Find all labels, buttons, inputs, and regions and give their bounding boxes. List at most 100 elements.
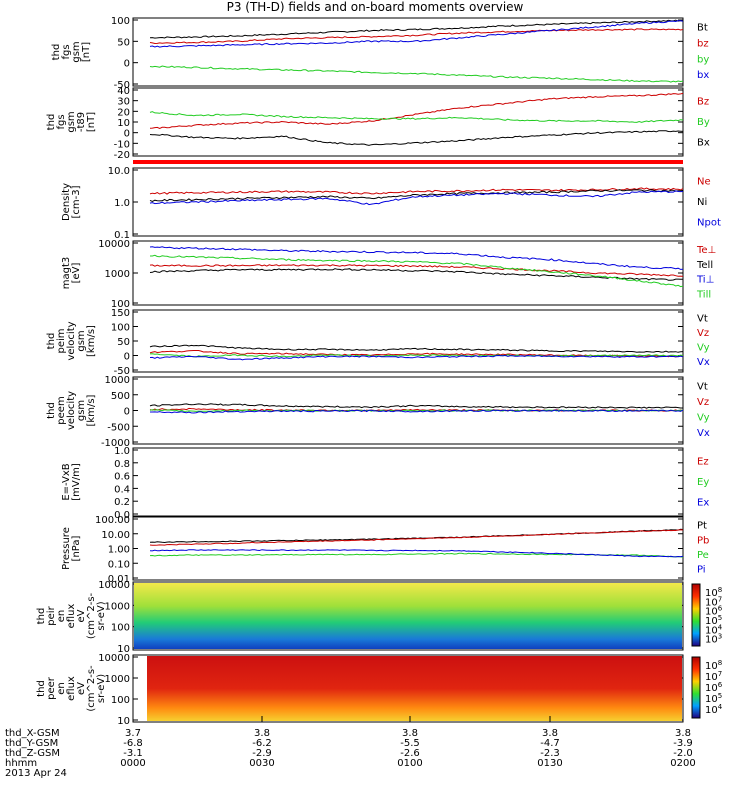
legend-bz: bz	[697, 38, 709, 49]
y-axis-label: E=-VxB	[61, 463, 72, 500]
y-tick-label: 1.0	[114, 446, 130, 457]
axis-row-value: 3.8	[254, 728, 270, 739]
y-axis-label: thd	[46, 333, 57, 350]
y-tick-label: 1.00	[108, 545, 130, 556]
y-tick-label: -10	[114, 139, 130, 150]
y-axis-label: [nT]	[86, 112, 97, 132]
y-axis-label: [cm-3]	[71, 185, 82, 218]
axis-row-label: thd_X-GSM	[5, 728, 60, 739]
y-tick-label: 1000	[105, 601, 130, 612]
y-tick-label: -50	[114, 366, 130, 377]
series-line-Pt	[149, 528, 684, 544]
y-axis-label: [nPa]	[71, 535, 82, 561]
y-tick-label: 0.6	[114, 472, 130, 483]
y-tick-label: 100	[111, 695, 130, 706]
panel-7: 1.0 0.8 0.60.4 0.2 0.0 E=-VxB [mV/m] Ez Ey Ex	[61, 446, 709, 521]
legend-Vx: Vx	[697, 357, 710, 368]
y-axis-label: thd	[46, 114, 57, 131]
legend-By: By	[697, 117, 710, 128]
y-axis-label: eflux	[66, 676, 77, 701]
y-tick-label: 0	[124, 352, 130, 363]
panel-frame	[132, 581, 684, 651]
figure-title: P3 (TH-D) fields and on-board moments ov…	[226, 0, 524, 14]
y-axis-label: velocity	[66, 391, 77, 430]
y-tick-label: 0.0	[114, 510, 130, 521]
colorbar-label: 104	[705, 703, 723, 716]
legend-Pt: Pt	[697, 521, 707, 532]
heatmap-fill	[134, 583, 682, 649]
y-tick-label: 150	[111, 308, 130, 319]
panel-frame	[132, 447, 684, 517]
y-tick-label: 1000	[105, 674, 130, 685]
y-axis-label: gsm	[76, 330, 87, 351]
axis-row-value: 3.8	[542, 728, 558, 739]
series-line-Tell	[149, 268, 684, 281]
series-line-Npot	[149, 190, 684, 206]
panel-8: 100.00 10.00 1.00 0.10 0.01 Pressure [nPa] Pt Pb…	[61, 515, 709, 585]
axis-row-value: -6.2	[252, 738, 272, 749]
y-axis-label: [mV/m]	[71, 463, 82, 501]
y-tick-label: 0.2	[114, 497, 130, 508]
y-tick-label: -1000	[101, 438, 130, 449]
axis-row-value: -2.9	[252, 748, 272, 759]
y-tick-label: 10	[117, 644, 130, 655]
panel-frame	[132, 654, 684, 723]
legend-Pb: Pb	[697, 535, 709, 546]
y-tick-label: 10000	[98, 239, 130, 250]
legend-Pi: Pi	[697, 565, 706, 576]
y-tick-label: -20	[114, 150, 130, 161]
legend-Ez: Ez	[697, 456, 709, 467]
y-tick-label: 50	[117, 37, 130, 48]
y-tick-label: 100.00	[95, 515, 130, 526]
series-line-Vy	[149, 409, 684, 412]
panel-frame	[132, 17, 684, 87]
legend-Ne: Ne	[697, 176, 711, 187]
series-line-By	[149, 111, 684, 123]
series-line-Ni	[149, 189, 684, 203]
axis-row-value: -3.9	[673, 738, 693, 749]
colorbar	[691, 583, 701, 647]
y-axis-label: thd	[51, 44, 62, 61]
heatmap-fill	[147, 656, 682, 721]
series-line-Vy	[149, 353, 684, 358]
y-tick-label: 0.01	[108, 574, 130, 585]
y-tick-label: 50	[117, 337, 130, 348]
axis-row-label: hhmm	[5, 758, 37, 769]
series-line-Bz	[149, 92, 684, 129]
colorbar-label: 103	[705, 633, 722, 646]
series-line-bx	[149, 20, 684, 48]
axis-row-value: -2.6	[400, 748, 420, 759]
series-line-Pi	[149, 549, 684, 558]
legend-Vt: Vt	[697, 381, 708, 392]
y-tick-label: 0.4	[114, 484, 130, 495]
axis-row-value: 0100	[397, 758, 422, 769]
legend-Ex: Ex	[697, 498, 709, 509]
series-line-Bx	[149, 130, 684, 146]
y-tick-label: 0.1	[114, 230, 130, 241]
legend-Bt: Bt	[697, 23, 708, 34]
y-tick-label: -500	[107, 422, 130, 433]
series-line-Vt	[149, 344, 684, 353]
axis-row-value: 0130	[537, 758, 562, 769]
legend-Vy: Vy	[697, 413, 710, 424]
y-tick-label: 10.0	[108, 166, 130, 177]
axis-row-label: thd_Y-GSM	[5, 738, 58, 749]
legend-Npot: Npot	[697, 218, 721, 229]
y-axis-label: eV	[76, 609, 87, 622]
y-axis-label: eV	[76, 682, 87, 695]
y-tick-label: 40	[117, 86, 130, 97]
y-tick-label: 0.8	[114, 459, 130, 470]
y-axis-label: [km/s]	[86, 394, 97, 426]
y-tick-label: 1.0	[114, 198, 130, 209]
legend-Vz: Vz	[697, 397, 709, 408]
y-tick-label: 100	[111, 623, 130, 634]
y-axis-label: peem	[56, 396, 67, 424]
panel-5: 150 100 50 0 -50 thd peim velocity gsm [km/s] Vt Vz…	[46, 308, 710, 377]
axis-row-value: -6.8	[123, 738, 143, 749]
y-axis-label: fgs	[56, 114, 67, 129]
y-tick-label: 100	[111, 323, 130, 334]
separator-bar	[133, 160, 683, 164]
legend-Tell: Tell	[696, 260, 713, 271]
y-axis-label: fgs	[61, 44, 72, 59]
legend-Vz: Vz	[697, 328, 709, 339]
